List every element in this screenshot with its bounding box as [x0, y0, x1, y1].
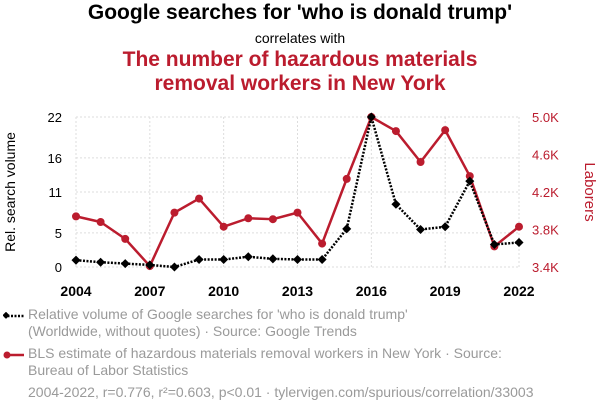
- data-point-search-volume: [391, 199, 401, 209]
- data-point-laborers: [72, 212, 80, 221]
- data-point-search-volume: [219, 254, 229, 265]
- left-axis-label: Rel. search volume: [2, 132, 18, 252]
- data-point-laborers: [293, 208, 302, 217]
- data-point-laborers: [391, 127, 400, 136]
- data-point-laborers: [268, 215, 277, 224]
- data-point-search-volume: [292, 254, 303, 265]
- data-point-search-volume: [465, 176, 475, 186]
- x-tick-label: 2010: [208, 283, 239, 299]
- legend-swatch-solid: [3, 351, 24, 359]
- data-point-search-volume: [96, 257, 106, 267]
- x-axis-ticks: 2004 2007 2010 2013 2016 2019 2022: [60, 283, 534, 299]
- data-point-laborers: [465, 172, 474, 181]
- second-title-line2: removal workers in New York: [154, 72, 446, 95]
- data-point-search-volume: [514, 237, 524, 247]
- data-point-laborers: [515, 222, 523, 231]
- chart-subtitle: correlates with: [254, 30, 346, 46]
- second-title-line1: The number of hazardous materials: [122, 48, 478, 71]
- legend-text-line2: Bureau of Labor Statistics: [28, 362, 189, 378]
- legend-swatch-dotted: [3, 312, 24, 319]
- data-point-laborers: [416, 158, 425, 166]
- left-tick-label: 5: [55, 226, 62, 241]
- data-point-search-volume: [71, 255, 81, 265]
- data-point-search-volume: [366, 112, 376, 122]
- data-point-search-volume: [342, 224, 352, 234]
- x-tick-label: 2016: [356, 283, 387, 299]
- data-point-laborers: [318, 239, 327, 248]
- chart-second-title: The number of hazardous materials remova…: [0, 48, 600, 96]
- data-point-search-volume: [489, 239, 499, 250]
- data-point-search-volume: [169, 262, 179, 272]
- chart-title: Google searches for 'who is donald trump…: [87, 1, 513, 24]
- legend-text-line1: Relative volume of Google searches for '…: [28, 306, 408, 322]
- x-tick-label: 2019: [430, 283, 461, 299]
- right-axis-ticks: 3.4K 3.8K 4.2K 4.6K 5.0K: [532, 110, 559, 275]
- legend-text-line2: (Worldwide, without quotes) · Source: Go…: [28, 323, 357, 339]
- grid-lines: [75, 116, 520, 268]
- data-point-laborers: [170, 208, 179, 217]
- legend-text-line1: BLS estimate of hazardous materials remo…: [28, 345, 502, 361]
- data-point-search-volume: [268, 254, 278, 264]
- left-tick-label: 0: [55, 260, 62, 275]
- footer-stats: 2004-2022, r=0.776, r²=0.603, p<0.01 · t…: [28, 384, 534, 400]
- left-axis-ticks: 0 5 11 16 22: [48, 110, 62, 275]
- x-tick-label: 2022: [503, 283, 534, 299]
- right-tick-label: 4.2K: [532, 185, 559, 200]
- right-axis-label: Laborers: [581, 162, 598, 221]
- data-point-laborers: [195, 194, 204, 203]
- series-search-volume: [71, 112, 524, 272]
- data-point-laborers: [441, 126, 450, 135]
- data-point-search-volume: [145, 260, 155, 270]
- data-point-laborers: [96, 218, 105, 226]
- data-point-laborers: [219, 222, 228, 231]
- data-point-search-volume: [440, 222, 450, 232]
- right-tick-label: 3.8K: [532, 223, 559, 238]
- x-tick-label: 2004: [60, 283, 91, 299]
- data-point-laborers: [342, 174, 351, 183]
- left-tick-label: 22: [48, 110, 62, 125]
- data-point-search-volume: [194, 254, 204, 265]
- data-point-search-volume: [416, 224, 426, 235]
- left-tick-label: 11: [49, 185, 63, 200]
- left-tick-label: 16: [48, 151, 62, 166]
- data-point-search-volume: [243, 252, 253, 262]
- data-point-laborers: [121, 234, 130, 243]
- right-tick-label: 5.0K: [532, 110, 559, 125]
- x-tick-label: 2013: [282, 283, 313, 299]
- x-tick-label: 2007: [134, 283, 165, 299]
- right-tick-label: 4.6K: [532, 148, 559, 163]
- right-tick-label: 3.4K: [532, 260, 559, 275]
- data-point-laborers: [244, 214, 253, 223]
